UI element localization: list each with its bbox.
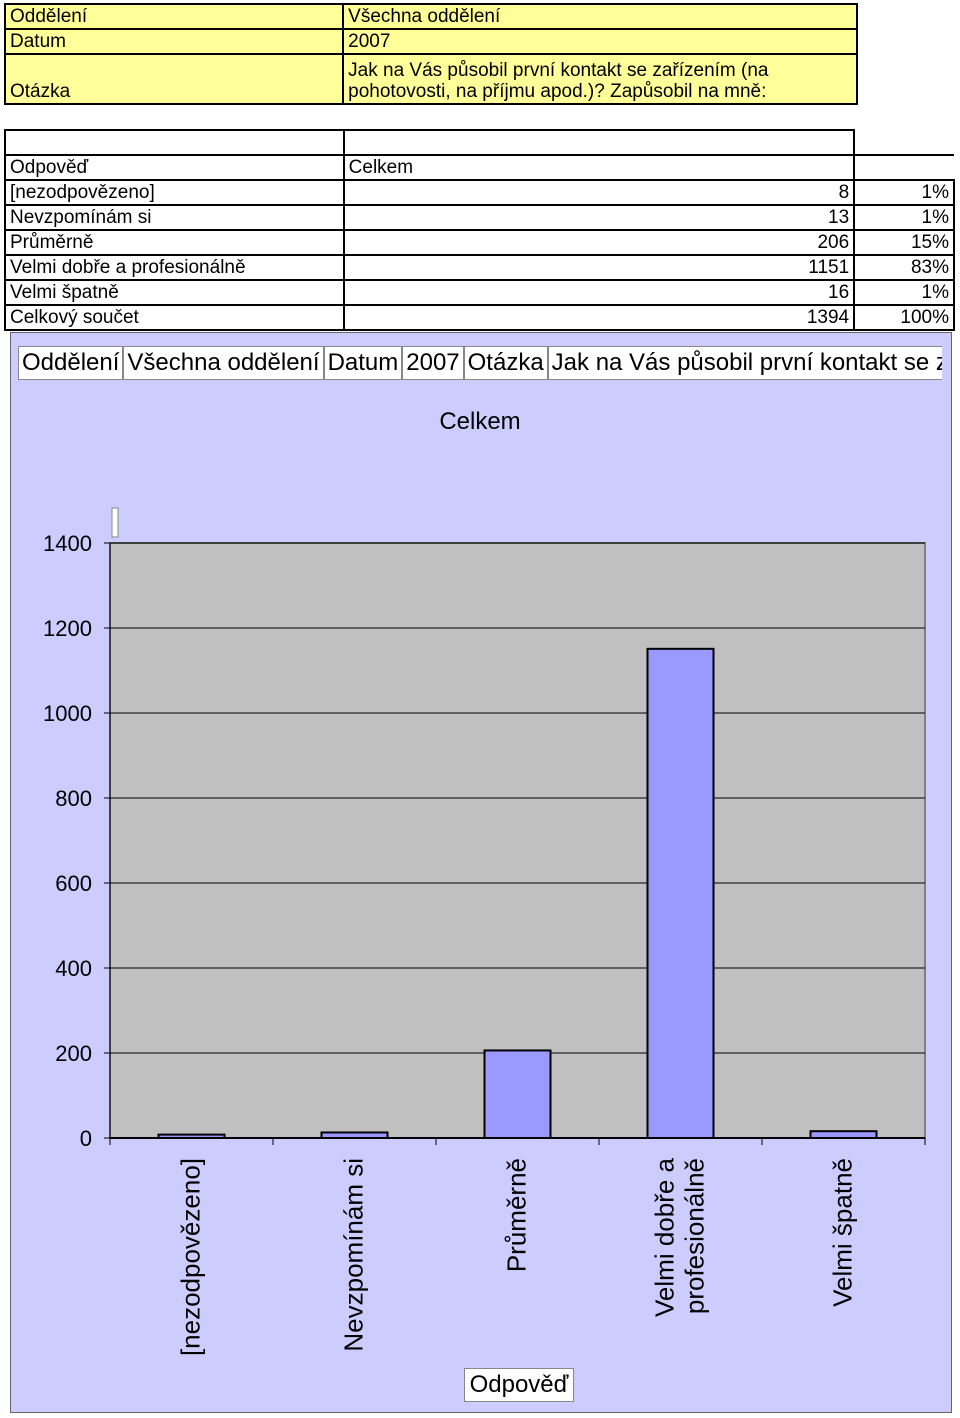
y-tick-label: 1200 <box>43 616 92 641</box>
x-tick-label: [nezodpovězeno] <box>176 1158 206 1356</box>
field-button-date-label[interactable]: Datum <box>323 346 403 380</box>
header-row-question: Otázka Jak na Vás působil první kontakt … <box>3 53 858 105</box>
answer-label: [nezodpovězeno] <box>4 179 345 206</box>
field-button-date-value[interactable]: 2007 <box>402 346 464 380</box>
answer-percent: 1% <box>853 279 955 306</box>
date-value: 2007 <box>342 28 858 55</box>
y-tick-label: 400 <box>55 956 92 981</box>
y-tick-label: 1000 <box>43 701 92 726</box>
answer-label: Velmi špatně <box>4 279 345 306</box>
y-tick-label: 0 <box>80 1126 92 1151</box>
answer-count: 16 <box>342 279 856 306</box>
header-row-department: Oddělení Všechna oddělení <box>3 3 858 30</box>
answer-header: Odpověď <box>4 154 345 181</box>
header-row-date: Datum 2007 <box>3 28 858 55</box>
department-value: Všechna oddělení <box>342 3 858 30</box>
answer-count: 8 <box>342 179 856 206</box>
answer-percent: 15% <box>853 229 955 256</box>
field-button-department-label[interactable]: Oddělení <box>18 346 124 380</box>
header-table: Oddělení Všechna oddělení Datum 2007 Otá… <box>3 3 858 105</box>
x-axis-title[interactable]: Odpověď <box>464 1368 574 1402</box>
chart-filter-fields: Oddělení Všechna oddělení Datum 2007 Otá… <box>18 346 942 380</box>
table-row: Velmi špatně 16 1% <box>4 279 955 306</box>
field-button-question-label[interactable]: Otázka <box>463 346 548 380</box>
total-count: 1394 <box>342 304 856 331</box>
results-table: Odpověď Celkem [nezodpovězeno] 8 1% Nevz… <box>4 129 955 331</box>
chart-title: Celkem <box>439 408 521 435</box>
answer-label: Velmi dobře a profesionálně <box>4 254 345 281</box>
x-tick-label: Nevzpomínám si <box>339 1158 369 1352</box>
question-label: Otázka <box>3 53 345 105</box>
x-tick-label: Velmi špatně <box>828 1158 858 1307</box>
answer-percent: 1% <box>853 204 955 231</box>
date-label: Datum <box>3 28 345 55</box>
bar <box>320 1131 389 1139</box>
legend-stub <box>111 507 119 538</box>
answer-percent: 83% <box>853 254 955 281</box>
blank-cell <box>853 154 954 180</box>
x-tick-label: Průměrně <box>502 1158 532 1272</box>
blank-cell <box>853 130 954 156</box>
bar <box>483 1049 552 1139</box>
y-tick-label: 200 <box>55 1041 92 1066</box>
x-tick-label: profesionálně <box>680 1158 710 1314</box>
answer-label: Nevzpomínám si <box>4 204 345 231</box>
blank-cell <box>4 129 345 156</box>
answer-label: Průměrně <box>4 229 345 256</box>
answer-percent: 1% <box>853 179 955 206</box>
table-row-total: Celkový součet 1394 100% <box>4 304 955 331</box>
total-header: Celkem <box>342 154 856 181</box>
bar <box>157 1133 226 1139</box>
question-value: Jak na Vás působil první kontakt se zaří… <box>342 53 858 105</box>
answer-count: 1151 <box>342 254 856 281</box>
y-tick-label: 600 <box>55 871 92 896</box>
blank-cell <box>342 129 856 156</box>
plot-area <box>109 542 926 1139</box>
bar <box>809 1130 878 1139</box>
results-blank-row <box>4 129 954 156</box>
field-button-question-value[interactable]: Jak na Vás působil první kontakt se zaří… <box>547 346 942 380</box>
results-header-row: Odpověď Celkem <box>4 154 954 181</box>
table-row: [nezodpovězeno] 8 1% <box>4 179 955 206</box>
y-tick-label: 800 <box>55 786 92 811</box>
department-label: Oddělení <box>3 3 345 30</box>
total-percent: 100% <box>853 304 955 331</box>
table-row: Průměrně 206 15% <box>4 229 955 256</box>
table-row: Velmi dobře a profesionálně 1151 83% <box>4 254 955 281</box>
answer-count: 206 <box>342 229 856 256</box>
total-label: Celkový součet <box>4 304 345 331</box>
y-tick-label: 1400 <box>43 531 92 556</box>
bar <box>646 647 715 1139</box>
table-row: Nevzpomínám si 13 1% <box>4 204 955 231</box>
field-button-department-value[interactable]: Všechna oddělení <box>123 346 324 380</box>
answer-count: 13 <box>342 204 856 231</box>
x-tick-label: Velmi dobře a <box>650 1157 680 1317</box>
